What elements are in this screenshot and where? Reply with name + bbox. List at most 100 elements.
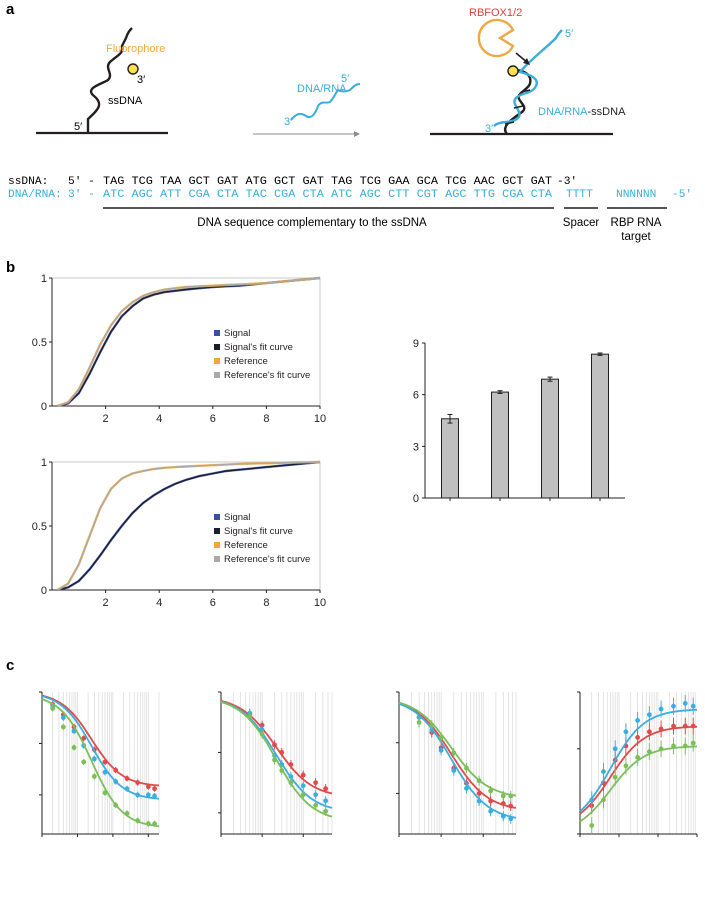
data-point <box>152 821 157 827</box>
data-point <box>658 726 664 732</box>
x-tick-label: 2 <box>103 597 109 609</box>
data-point <box>323 798 329 804</box>
seq-dnarna-end: -5′ <box>672 189 692 201</box>
chart-x3 <box>396 691 517 837</box>
legend-label: Reference <box>224 540 268 551</box>
legend-label: Reference's fit curve <box>224 370 310 381</box>
fit-curve <box>220 700 333 795</box>
data-point <box>272 757 277 763</box>
data-point <box>50 706 56 711</box>
data-point <box>91 756 97 762</box>
ssdna-label: ssDNA <box>108 95 143 107</box>
data-point <box>438 735 444 741</box>
data-point <box>313 792 319 798</box>
data-point <box>500 793 506 799</box>
rbfox-arrow-icon <box>523 58 530 65</box>
legend-label: Signal's fit curve <box>224 526 293 537</box>
data-point <box>500 801 506 806</box>
data-point <box>145 784 151 790</box>
y-tick-label: 3 <box>413 441 419 453</box>
data-point <box>124 776 130 781</box>
data-point <box>646 749 652 755</box>
legend-label: Signal's fit curve <box>224 342 293 353</box>
data-point <box>508 793 514 799</box>
panel-a: a Fluorophore 3′ ssDNA 5′ DNA/RNA 5′ 3′ … <box>6 1 692 243</box>
x-tick-label: 4 <box>156 597 162 609</box>
data-point <box>612 746 618 752</box>
chart-rbfox: 0 0.5 1 2 4 6 8 10 Signal Signal's fit curve Refer… <box>32 457 326 609</box>
data-point <box>81 735 87 741</box>
complex-label: DNA/RNA-ssDNA <box>538 106 626 118</box>
x-tick-label: 10 <box>314 413 326 425</box>
data-point <box>488 808 494 814</box>
data-point <box>102 759 108 765</box>
target-label-1: RBP RNA <box>611 217 662 229</box>
data-point <box>124 786 130 792</box>
data-point <box>113 802 119 808</box>
data-point <box>451 768 457 774</box>
data-point <box>623 729 629 735</box>
series-line <box>57 277 321 407</box>
data-point <box>152 793 157 799</box>
complementary-label: DNA sequence complementary to the ssDNA <box>197 217 427 229</box>
data-point <box>113 779 119 784</box>
complex-dnarna-strand <box>493 29 563 127</box>
legend-swatch <box>214 358 220 364</box>
data-point <box>476 791 482 796</box>
complex-fluorophore-icon <box>507 65 519 77</box>
y-tick-label: 0.5 <box>32 521 47 533</box>
data-point <box>135 818 141 824</box>
data-point <box>690 740 696 746</box>
data-point <box>451 750 457 756</box>
y-tick-label: 6 <box>413 390 419 402</box>
chart-x2 <box>218 691 333 837</box>
data-point <box>272 742 277 748</box>
data-point <box>113 767 119 773</box>
data-point <box>635 718 641 723</box>
data-point <box>646 712 652 718</box>
basepair-1 <box>504 121 515 125</box>
data-point <box>464 785 469 791</box>
data-point <box>279 768 285 773</box>
fit-curve <box>398 702 517 809</box>
bar <box>591 353 609 499</box>
fit-curve <box>398 702 517 819</box>
fluorophore-icon <box>127 63 139 75</box>
y-tick-label: 0 <box>413 493 419 505</box>
data-point <box>124 811 130 816</box>
data-point <box>416 714 422 720</box>
data-point <box>300 783 306 789</box>
data-point <box>682 743 688 749</box>
seq-dnarna-name: DNA/RNA: <box>8 189 62 201</box>
complex-3prime: 3′ <box>485 123 493 135</box>
panel-a-label: a <box>6 1 15 18</box>
panel-c-label: c <box>6 657 14 674</box>
complex-5prime: 5′ <box>565 28 573 40</box>
data-point <box>646 729 652 735</box>
y-tick-label: 0 <box>41 585 47 597</box>
ssdna-strand <box>86 27 133 133</box>
rbfox-protein-icon <box>477 18 515 58</box>
dnarna-5prime: 5′ <box>341 73 349 85</box>
x-tick-label: 8 <box>263 413 269 425</box>
dnarna-3prime: 3′ <box>284 116 292 128</box>
data-point <box>438 747 444 753</box>
data-point <box>601 769 606 774</box>
chart-x4 <box>577 691 698 837</box>
seq-spacer-bases: TTTT <box>566 189 593 201</box>
data-point <box>81 759 87 765</box>
data-point <box>488 788 494 794</box>
data-point <box>323 808 329 814</box>
data-point <box>488 798 494 804</box>
fit-curve <box>579 725 698 815</box>
data-point <box>288 780 294 786</box>
complex-label-ssdna: -ssDNA <box>588 106 627 118</box>
data-point <box>60 715 66 721</box>
legend-label: Reference's fit curve <box>224 554 310 565</box>
ssdna-3prime: 3′ <box>137 74 145 86</box>
data-point <box>671 703 676 709</box>
data-point <box>476 778 482 784</box>
data-point <box>601 797 606 803</box>
data-point <box>635 754 641 760</box>
x-tick-label: 10 <box>314 597 326 609</box>
